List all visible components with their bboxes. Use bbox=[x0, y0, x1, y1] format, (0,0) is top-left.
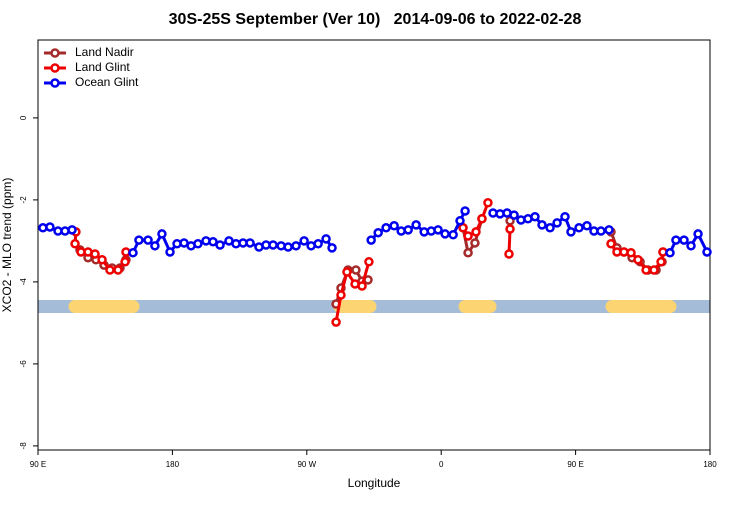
data-point bbox=[606, 239, 616, 249]
data-point bbox=[537, 220, 547, 230]
data-point bbox=[448, 230, 458, 240]
data-point bbox=[165, 247, 175, 257]
data-point bbox=[245, 238, 255, 248]
data-point bbox=[604, 225, 614, 235]
data-point bbox=[70, 239, 80, 249]
data-point bbox=[67, 225, 77, 235]
data-point bbox=[389, 220, 399, 231]
data-point bbox=[693, 229, 703, 239]
data-point bbox=[455, 216, 465, 226]
data-point bbox=[633, 255, 643, 265]
data-point bbox=[193, 239, 203, 249]
data-point bbox=[373, 227, 383, 238]
data-point bbox=[208, 236, 218, 247]
data-point bbox=[357, 281, 367, 291]
y-tick-label: -2 bbox=[19, 196, 28, 204]
x-tick-label: 180 bbox=[166, 460, 180, 469]
data-point bbox=[291, 241, 301, 251]
data-point bbox=[463, 231, 473, 241]
legend-label: Land Glint bbox=[75, 60, 130, 74]
data-point bbox=[313, 239, 323, 249]
data-point bbox=[134, 235, 144, 245]
data-point bbox=[596, 226, 606, 236]
y-tick-label: -8 bbox=[19, 442, 28, 450]
y-tick-label: -4 bbox=[19, 278, 28, 286]
data-point bbox=[552, 218, 562, 228]
data-point bbox=[702, 247, 712, 257]
data-point bbox=[483, 198, 493, 208]
legend-label: Ocean Glint bbox=[75, 75, 139, 89]
y-axis-label: XCO2 - MLO trend (ppm) bbox=[0, 178, 14, 313]
data-point bbox=[128, 248, 138, 258]
data-point bbox=[545, 223, 555, 233]
data-point bbox=[105, 265, 115, 275]
data-point bbox=[679, 235, 689, 245]
data-point bbox=[574, 223, 584, 233]
data-point bbox=[470, 238, 480, 248]
data-point bbox=[364, 257, 374, 267]
y-tick-label: -6 bbox=[19, 360, 28, 368]
data-point bbox=[150, 241, 160, 251]
data-point bbox=[477, 214, 487, 224]
data-point bbox=[90, 249, 100, 259]
data-point bbox=[665, 248, 675, 258]
legend-label: Land Nadir bbox=[75, 45, 134, 59]
legend-marker bbox=[50, 48, 60, 58]
data-point bbox=[403, 225, 413, 235]
chart-title: 30S-25S September (Ver 10) 2014-09-06 to… bbox=[169, 11, 582, 28]
data-point bbox=[45, 222, 55, 232]
data-point bbox=[113, 265, 123, 275]
data-point bbox=[686, 241, 696, 251]
data-point bbox=[299, 236, 309, 246]
data-point bbox=[366, 235, 376, 245]
plot-frame bbox=[37, 39, 711, 451]
data-point bbox=[327, 243, 337, 253]
data-point bbox=[440, 229, 450, 239]
x-tick-label: 0 bbox=[439, 460, 444, 469]
x-tick-label: 180 bbox=[703, 460, 717, 469]
data-point bbox=[381, 223, 391, 233]
data-point bbox=[649, 265, 659, 275]
legend-marker bbox=[50, 63, 60, 73]
x-tick-label: 90 E bbox=[30, 460, 46, 469]
data-point bbox=[656, 257, 666, 267]
data-point bbox=[626, 248, 636, 258]
data-point bbox=[411, 220, 421, 230]
data-point bbox=[504, 249, 514, 259]
data-point bbox=[560, 211, 570, 222]
data-point bbox=[566, 227, 576, 237]
x-tick-label: 90 W bbox=[297, 460, 316, 469]
data-point bbox=[433, 225, 443, 235]
data-point bbox=[336, 290, 346, 300]
x-tick-label: 90 E bbox=[567, 460, 583, 469]
data-point bbox=[471, 227, 481, 237]
data-point bbox=[120, 257, 130, 267]
y-tick-label: 0 bbox=[19, 115, 28, 120]
data-point bbox=[641, 265, 651, 275]
data-point bbox=[460, 206, 470, 216]
data-point bbox=[143, 235, 153, 245]
data-point bbox=[215, 240, 225, 250]
data-point bbox=[351, 265, 361, 275]
data-point bbox=[509, 210, 519, 220]
data-point bbox=[582, 220, 592, 231]
legend-marker bbox=[50, 78, 60, 88]
data-point bbox=[321, 234, 331, 244]
data-point bbox=[268, 240, 278, 250]
data-point bbox=[283, 242, 293, 252]
data-point bbox=[463, 248, 473, 258]
data-point bbox=[331, 317, 341, 327]
data-point bbox=[505, 224, 515, 234]
data-point bbox=[671, 235, 681, 245]
x-axis-label: Longitude bbox=[348, 476, 401, 490]
data-point bbox=[342, 267, 352, 277]
data-point bbox=[97, 255, 107, 265]
data-point bbox=[157, 229, 167, 239]
data-point bbox=[530, 211, 540, 222]
